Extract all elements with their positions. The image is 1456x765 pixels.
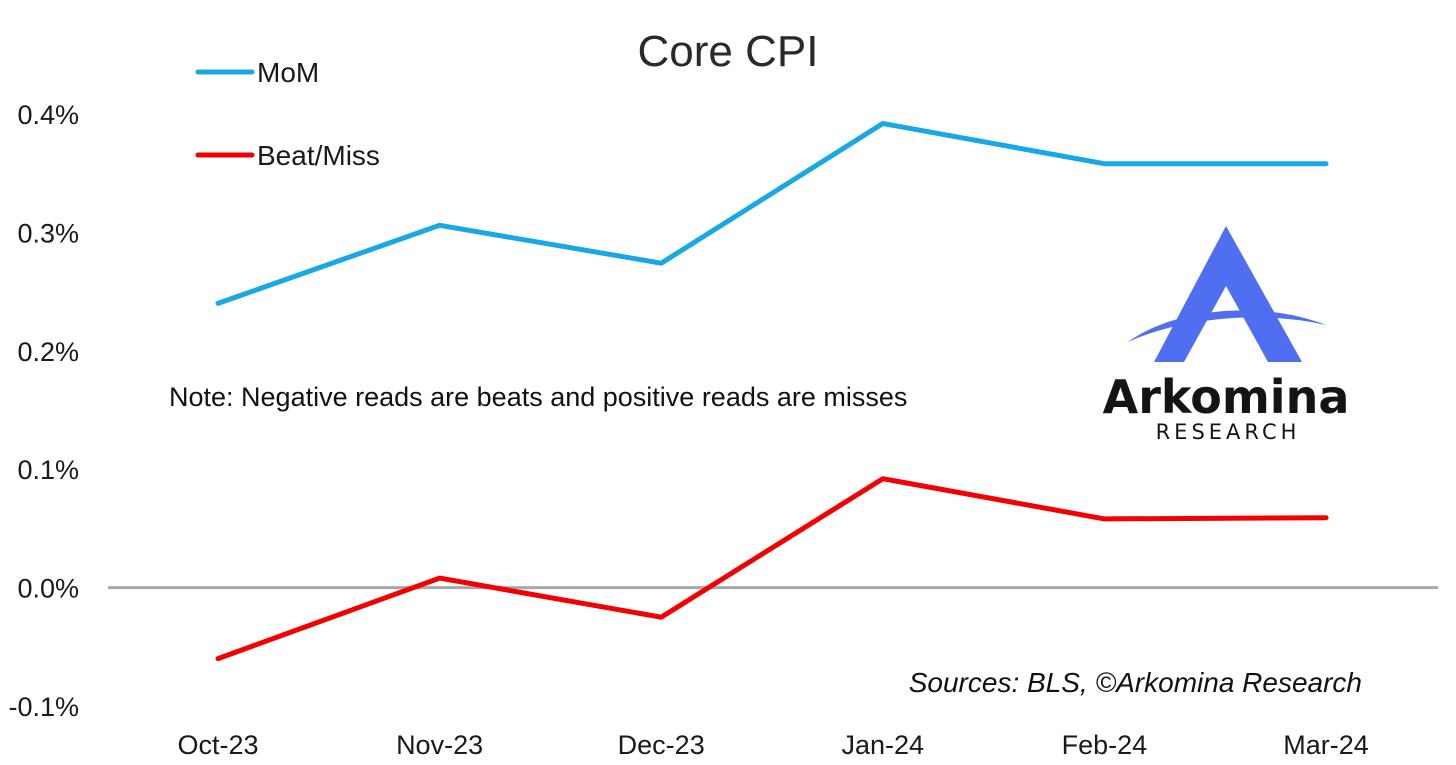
note-annotation: Note: Negative reads are beats and posit… xyxy=(169,382,907,412)
legend-label-mom: MoM xyxy=(257,57,319,88)
y-tick-label: 0.4% xyxy=(17,100,79,130)
x-tick-label: Oct-23 xyxy=(177,730,258,760)
logo-swoosh xyxy=(1128,310,1326,342)
y-tick-label: 0.1% xyxy=(17,455,79,485)
x-tick-label: Feb-24 xyxy=(1062,730,1148,760)
x-tick-label: Nov-23 xyxy=(396,730,483,760)
logo-wordmark: Arkomina xyxy=(1103,370,1350,424)
logo-subtitle: RESEARCH xyxy=(1156,420,1301,444)
source-annotation: Sources: BLS, ©Arkomina Research xyxy=(909,667,1362,698)
x-axis-ticks: Oct-23 Nov-23 Dec-23 Jan-24 Feb-24 Mar-24 xyxy=(177,730,1368,760)
series-line-beat-miss xyxy=(215,476,1329,662)
x-tick-label: Dec-23 xyxy=(618,730,705,760)
x-tick-label: Jan-24 xyxy=(842,730,925,760)
series-line-mom xyxy=(215,121,1329,306)
y-axis-ticks: 0.4% 0.3% 0.2% 0.1% 0.0% -0.1% xyxy=(8,100,79,722)
logo-a-mark xyxy=(1154,226,1302,362)
legend-label-beat-miss: Beat/Miss xyxy=(257,140,380,171)
y-tick-label: 0.0% xyxy=(17,574,79,604)
y-tick-label: 0.3% xyxy=(17,218,79,248)
series-lines xyxy=(215,121,1329,662)
y-tick-label: 0.2% xyxy=(17,337,79,367)
y-tick-label: -0.1% xyxy=(8,692,79,722)
legend: MoM Beat/Miss xyxy=(195,57,380,171)
x-tick-label: Mar-24 xyxy=(1283,730,1369,760)
arkomina-logo: Arkomina RESEARCH xyxy=(1103,226,1350,444)
chart-title: Core CPI xyxy=(638,27,819,76)
